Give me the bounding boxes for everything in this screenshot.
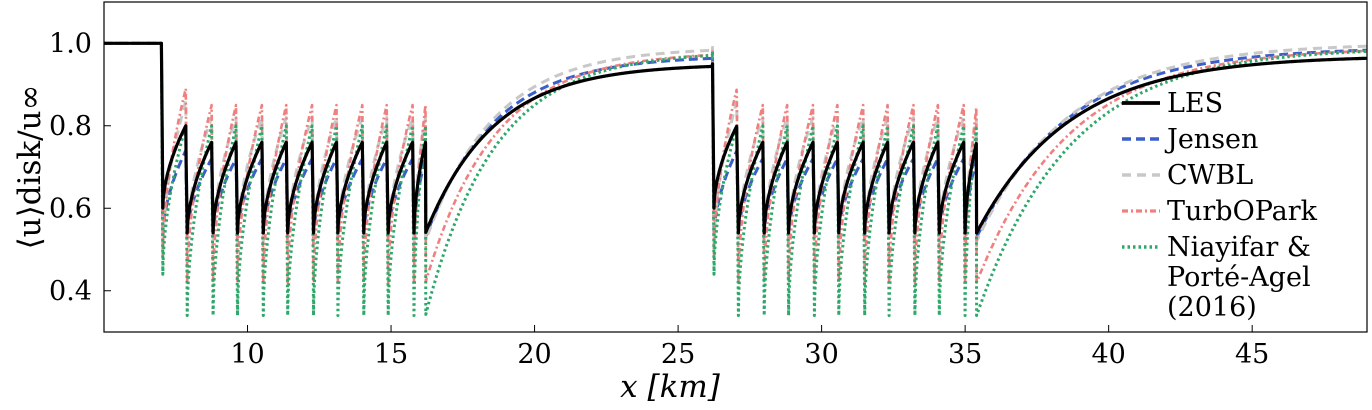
legend-label-3: TurbOPark xyxy=(1167,196,1318,227)
x-tick-label: 35 xyxy=(948,339,982,370)
x-tick-label: 25 xyxy=(661,339,695,370)
legend-label-0: LES xyxy=(1167,88,1223,119)
x-tick-label: 45 xyxy=(1235,339,1269,370)
x-axis-label: x [km] xyxy=(620,369,721,405)
y-axis: 0.4 0.6 0.8 1.0 xyxy=(49,28,111,307)
legend-label-2: CWBL xyxy=(1167,160,1253,191)
y-tick-label: 1.0 xyxy=(49,28,92,59)
x-tick-label: 20 xyxy=(517,339,551,370)
series-line-0 xyxy=(104,41,1367,235)
y-tick-label: 0.6 xyxy=(49,193,92,224)
series-layer xyxy=(104,41,1367,317)
plot-frame xyxy=(103,1,1368,333)
y-tick-label: 0.4 xyxy=(49,276,92,307)
legend-label-4: Niayifar & Porté-Agel (2016) xyxy=(1167,232,1311,323)
legend: LES Jensen CWBL TurbOPark Niayifar & Porté-Ag… xyxy=(1122,88,1318,323)
x-tick-label: 15 xyxy=(374,339,408,370)
x-tick-label: 30 xyxy=(804,339,838,370)
x-tick-label: 10 xyxy=(230,339,264,370)
series-line-4 xyxy=(104,41,1367,317)
series-line-2 xyxy=(104,41,1367,251)
y-tick-label: 0.8 xyxy=(49,111,92,142)
x-axis: 10 15 20 25 30 35 40 45 xyxy=(230,325,1269,370)
y-axis-label: ⟨u⟩disk/u∞ xyxy=(12,85,48,250)
x-tick-label: 40 xyxy=(1091,339,1125,370)
legend-label-1: Jensen xyxy=(1164,124,1258,155)
